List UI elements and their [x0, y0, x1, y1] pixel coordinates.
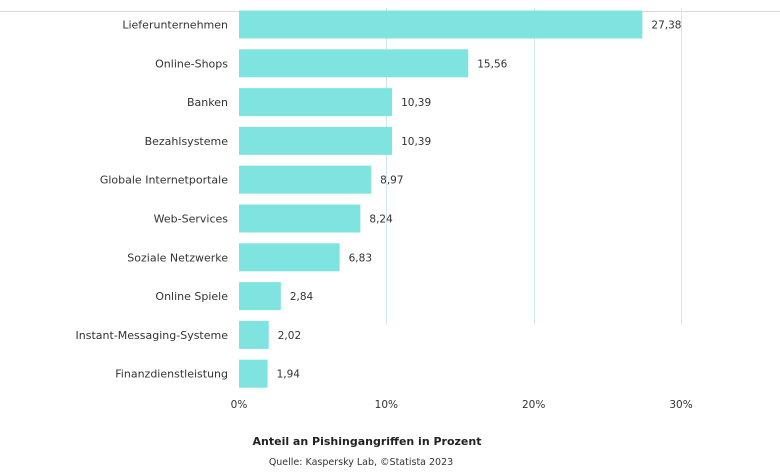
bar: [239, 243, 340, 272]
category-label: Soziale Netzwerke: [127, 251, 228, 264]
labels: Lieferunternehmen 27,38 Online-Shops 15,56 B…: [76, 19, 682, 381]
category-label: Online Spiele: [155, 290, 228, 303]
category-label: Web-Services: [154, 213, 229, 226]
bars: [239, 10, 643, 388]
bar-chart: Lieferunternehmen 27,38 Online-Shops 15,56 B…: [0, 8, 780, 411]
x-tick-label: 20%: [522, 399, 545, 411]
value-label: 2,84: [290, 291, 314, 303]
category-label: Lieferunternehmen: [122, 19, 228, 32]
x-tick-label: 10%: [375, 399, 398, 411]
x-tick-label: 30%: [669, 399, 692, 411]
category-label: Globale Internetportale: [100, 174, 228, 187]
value-label: 1,94: [277, 369, 301, 381]
category-label: Online-Shops: [155, 57, 228, 70]
bar: [239, 320, 269, 349]
x-tick-label: 0%: [231, 399, 248, 411]
bar: [239, 359, 268, 388]
category-label: Banken: [187, 96, 228, 109]
bar: [239, 282, 281, 311]
value-label: 27,38: [651, 20, 681, 32]
category-label: Finanzdienstleistung: [115, 368, 228, 381]
x-axis-ticks: 0% 10% 20% 30%: [231, 399, 693, 411]
category-label: Instant-Messaging-Systeme: [76, 329, 229, 342]
bar: [239, 49, 469, 78]
value-label: 15,56: [477, 58, 507, 70]
category-label: Bezahlsysteme: [145, 135, 229, 148]
value-label: 10,39: [401, 97, 431, 109]
bar: [239, 88, 393, 117]
value-label: 8,24: [369, 214, 393, 226]
value-label: 2,02: [278, 330, 301, 342]
value-label: 10,39: [401, 136, 431, 148]
x-axis-title: Anteil an Pishingangriffen in Prozent: [252, 435, 482, 448]
bar: [239, 165, 372, 194]
bar: [239, 126, 393, 155]
source-credit: Quelle: Kaspersky Lab, ©Statista 2023: [268, 457, 454, 468]
value-label: 8,97: [380, 175, 403, 187]
bar: [239, 204, 361, 233]
value-label: 6,83: [349, 252, 372, 264]
bar: [239, 10, 643, 39]
